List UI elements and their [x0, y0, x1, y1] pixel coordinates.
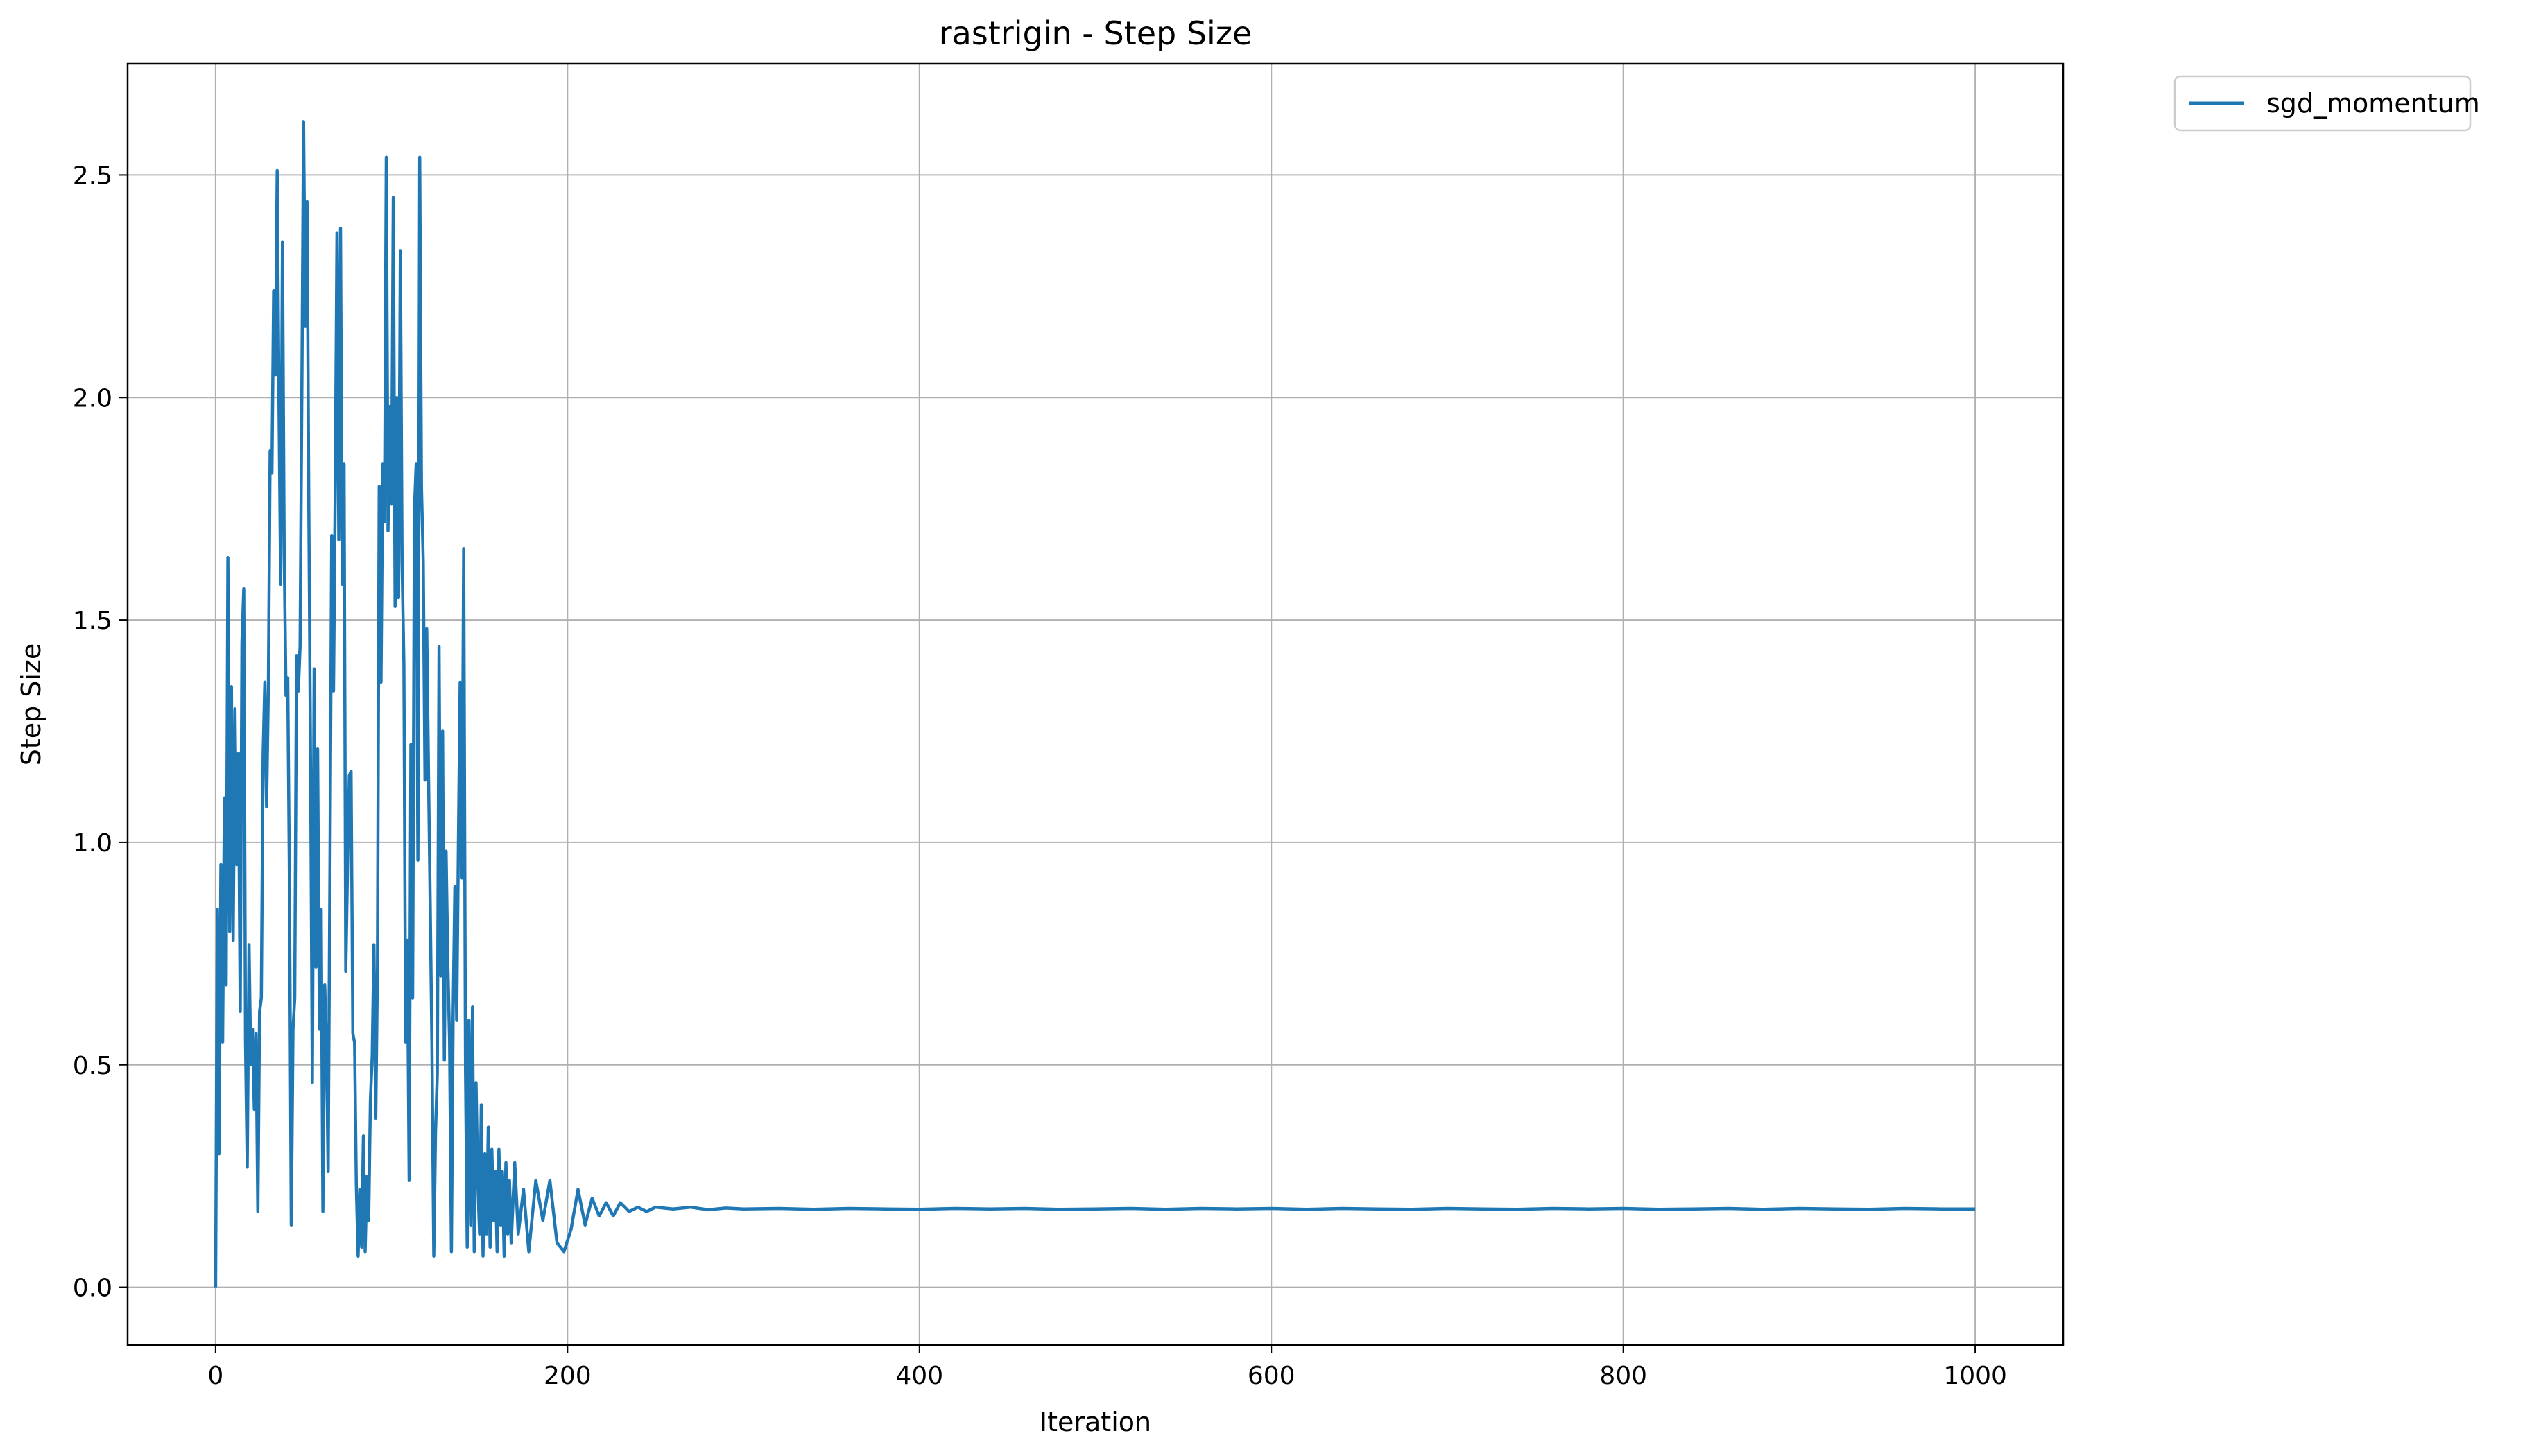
- y-tick-label: 2.0: [73, 384, 112, 413]
- x-tick-label: 600: [1248, 1362, 1295, 1390]
- plot-frame: [126, 62, 2065, 1346]
- x-tick-label: 1000: [1943, 1362, 2007, 1390]
- y-tick-label: 1.0: [73, 829, 112, 858]
- y-axis-label: Step Size: [16, 643, 46, 766]
- legend-label: sgd_momentum: [2266, 88, 2480, 119]
- series-line-sgd_momentum: [214, 120, 1976, 1288]
- axis-ticks: 0 200 400 600 800 1000 0.0 0.5 1.0 1.5 2.0 2.5: [73, 162, 2007, 1390]
- legend-box: [2173, 75, 2472, 132]
- x-tick-label: 0: [207, 1362, 223, 1390]
- legend: sgd_momentum: [2173, 75, 2480, 132]
- y-tick-label: 0.5: [73, 1052, 112, 1080]
- plot-data: [214, 120, 1976, 1288]
- x-tick-label: 400: [895, 1362, 943, 1390]
- y-tick-label: 0.0: [73, 1274, 112, 1303]
- x-tick-label: 200: [544, 1362, 592, 1390]
- x-axis-label: Iteration: [1040, 1407, 1151, 1437]
- chart-title: rastrigin - Step Size: [939, 15, 1252, 52]
- y-tick-label: 1.5: [73, 607, 112, 635]
- x-tick-label: 800: [1599, 1362, 1647, 1390]
- y-tick-label: 2.5: [73, 162, 112, 190]
